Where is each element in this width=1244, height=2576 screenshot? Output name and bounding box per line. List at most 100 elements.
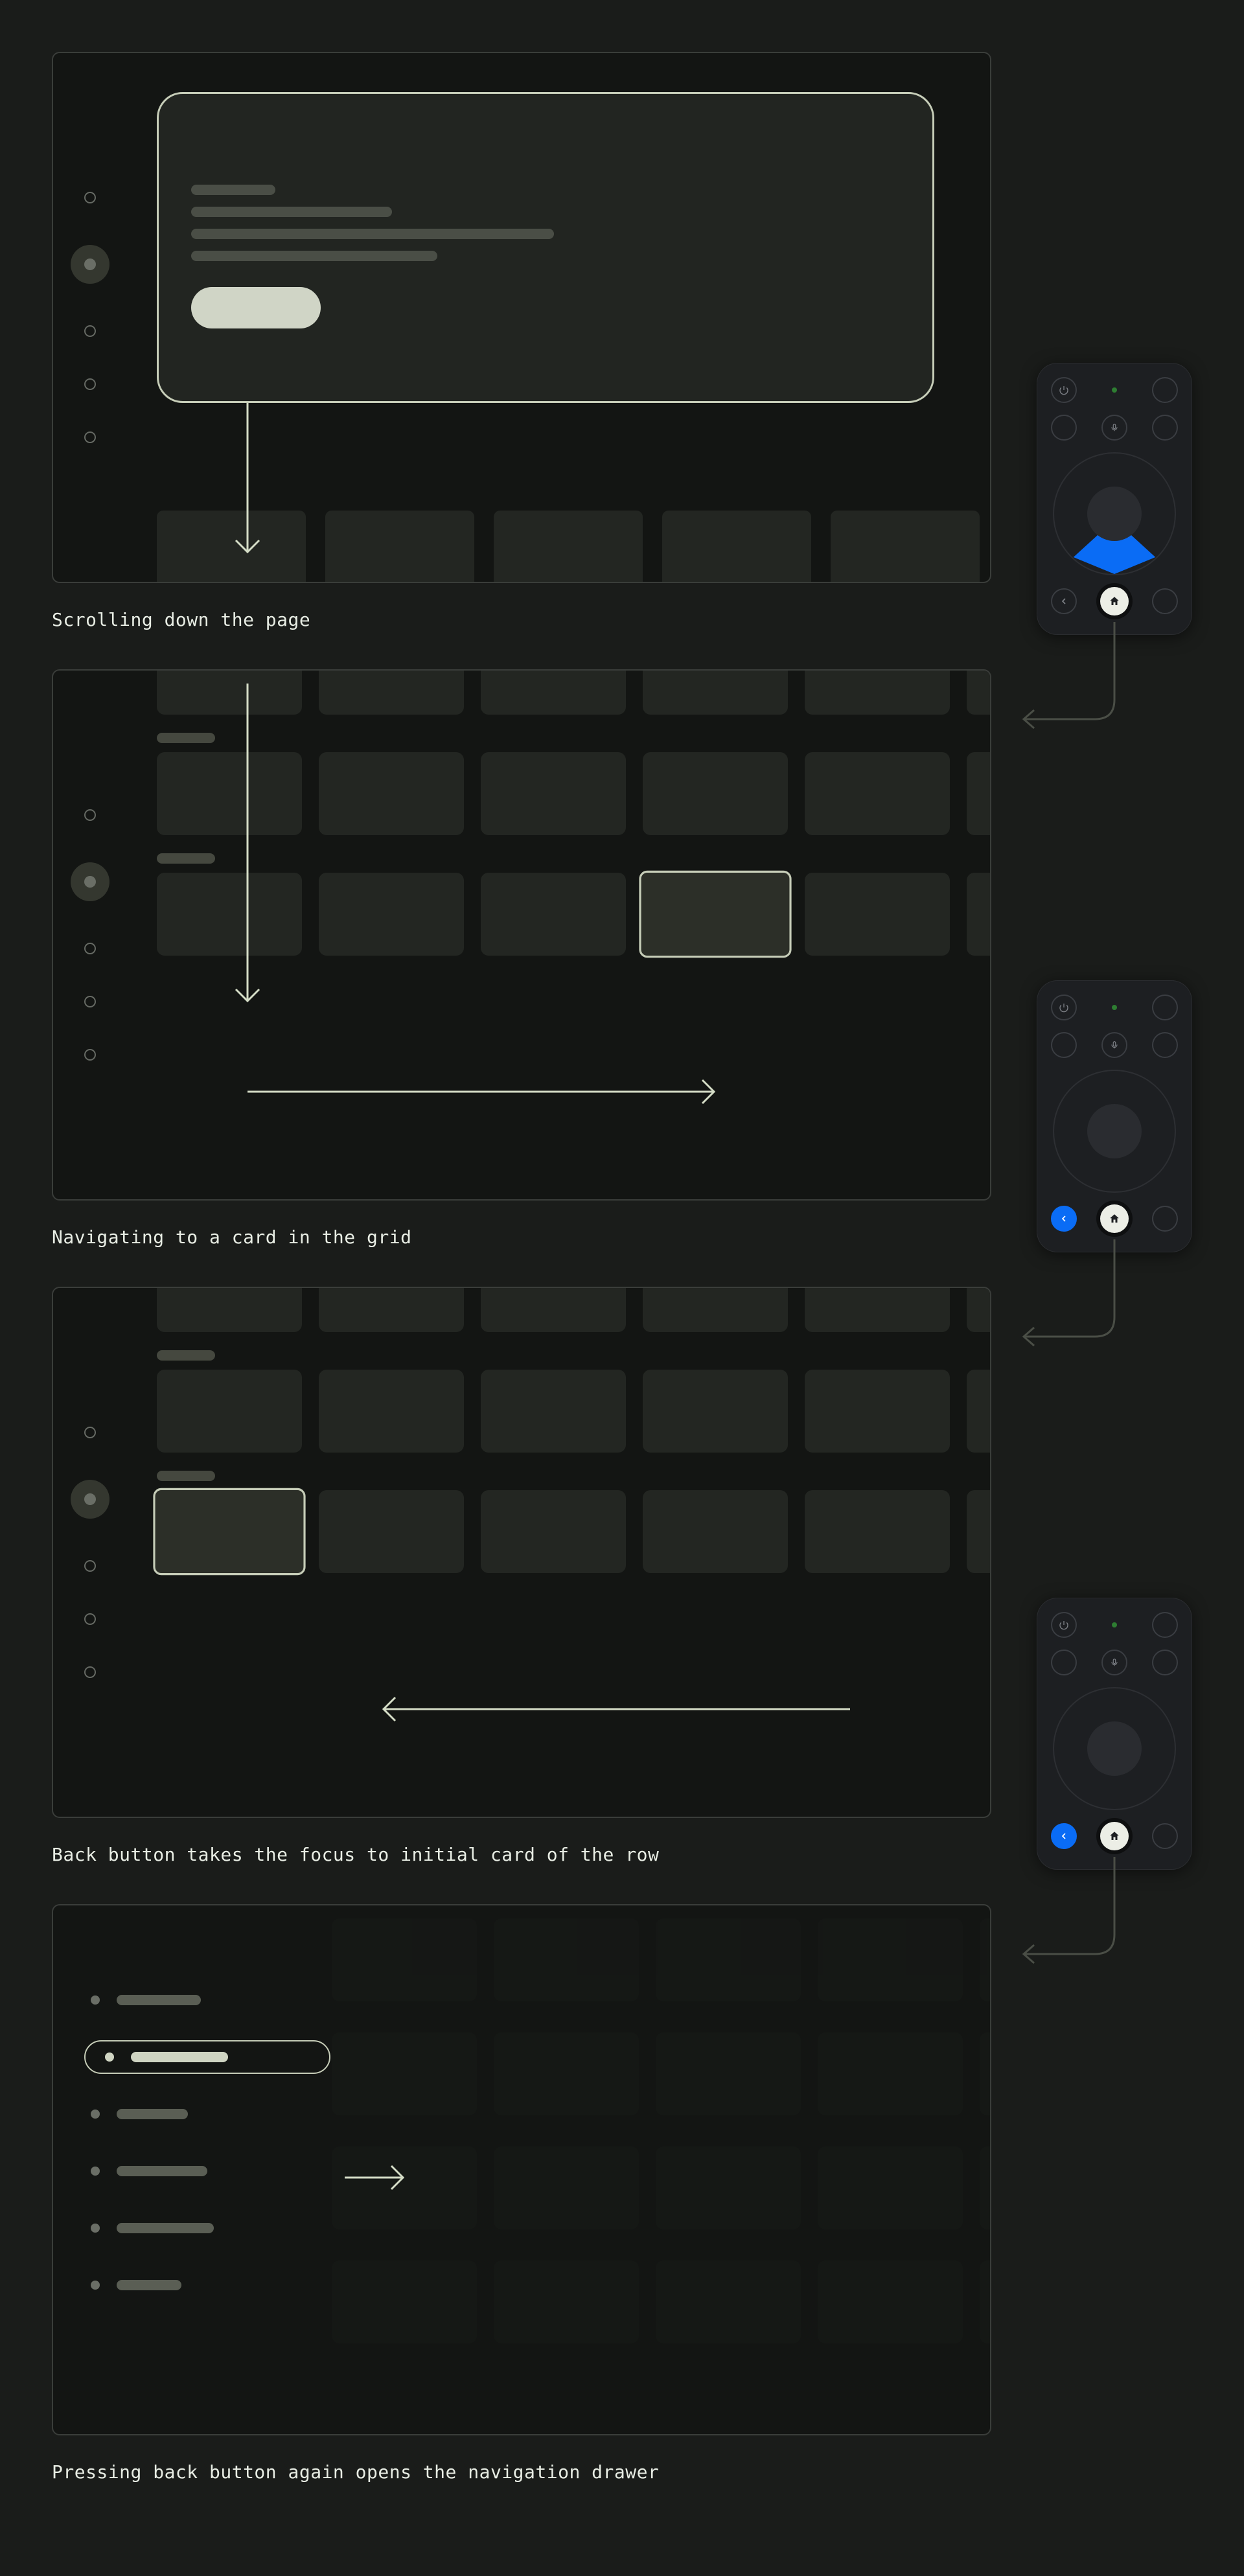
aux-button-right[interactable]	[1152, 1650, 1178, 1675]
power-button[interactable]	[1051, 377, 1077, 403]
content-card[interactable]	[805, 669, 950, 715]
content-card[interactable]	[481, 752, 626, 835]
aux-button-left[interactable]	[1051, 1032, 1077, 1058]
content-card[interactable]	[643, 752, 788, 835]
back-button[interactable]	[1051, 1206, 1077, 1232]
mic-button[interactable]	[1101, 1650, 1127, 1675]
drawer-item[interactable]	[84, 2211, 330, 2245]
drawer-item[interactable]	[84, 2154, 330, 2188]
content-card[interactable]	[481, 873, 626, 956]
nav-dot[interactable]	[84, 431, 96, 443]
content-card[interactable]	[481, 1287, 626, 1332]
dpad-select[interactable]	[1087, 1104, 1142, 1158]
drawer-item[interactable]	[84, 2097, 330, 2131]
nav-dot[interactable]	[84, 1427, 96, 1438]
nav-dot[interactable]	[84, 1560, 96, 1572]
content-card[interactable]	[481, 669, 626, 715]
nav-dot[interactable]	[71, 245, 109, 284]
thumb-card[interactable]	[831, 511, 980, 583]
menu-button[interactable]	[1152, 588, 1178, 614]
aux-button-right[interactable]	[1152, 1032, 1178, 1058]
power-button[interactable]	[1051, 995, 1077, 1020]
content-card[interactable]	[157, 669, 302, 715]
content-card[interactable]	[157, 752, 302, 835]
content-card[interactable]	[805, 1287, 950, 1332]
card-row	[157, 752, 991, 835]
hero-card[interactable]	[157, 92, 934, 403]
drawer-item[interactable]	[84, 2040, 330, 2074]
home-button[interactable]	[1100, 1822, 1129, 1850]
hero-cta-button[interactable]	[191, 287, 321, 328]
content-card[interactable]	[319, 873, 464, 956]
content-card[interactable]	[643, 669, 788, 715]
home-button[interactable]	[1100, 587, 1129, 615]
home-button[interactable]	[1100, 1204, 1129, 1233]
back-button[interactable]	[1051, 1823, 1077, 1849]
menu-button[interactable]	[1152, 1823, 1178, 1849]
content-card[interactable]	[805, 752, 950, 835]
content-card[interactable]	[319, 1370, 464, 1453]
content-card[interactable]	[643, 1370, 788, 1453]
content-card[interactable]	[805, 1370, 950, 1453]
content-card[interactable]	[157, 1370, 302, 1453]
content-card[interactable]	[967, 1490, 991, 1573]
dpad[interactable]	[1053, 1687, 1176, 1810]
mic-button[interactable]	[1101, 415, 1127, 441]
content-card[interactable]	[967, 873, 991, 956]
nav-dot[interactable]	[84, 192, 96, 203]
dpad[interactable]	[1053, 1070, 1176, 1193]
content-card[interactable]	[319, 752, 464, 835]
status-led	[1112, 1622, 1117, 1627]
aux-button-right[interactable]	[1152, 415, 1178, 441]
tv-screen	[52, 1287, 991, 1818]
nav-dot[interactable]	[84, 809, 96, 821]
nav-dot[interactable]	[84, 1049, 96, 1061]
row-heading	[157, 1471, 215, 1481]
dpad[interactable]	[1053, 452, 1176, 575]
content-card[interactable]	[319, 1287, 464, 1332]
thumb-card[interactable]	[325, 511, 474, 583]
nav-dot[interactable]	[71, 1480, 109, 1519]
settings-button[interactable]	[1152, 995, 1178, 1020]
nav-dot[interactable]	[84, 325, 96, 337]
menu-button[interactable]	[1152, 1206, 1178, 1232]
content-card[interactable]	[157, 1287, 302, 1332]
drawer-item[interactable]	[84, 2268, 330, 2302]
thumb-card[interactable]	[157, 511, 306, 583]
aux-button-left[interactable]	[1051, 1650, 1077, 1675]
content-card[interactable]	[153, 1488, 305, 1575]
content-card[interactable]	[643, 1287, 788, 1332]
settings-button[interactable]	[1152, 377, 1178, 403]
back-button[interactable]	[1051, 588, 1077, 614]
drawer-item[interactable]	[84, 1983, 330, 2017]
power-button[interactable]	[1051, 1612, 1077, 1638]
content-card[interactable]	[319, 1490, 464, 1573]
nav-dot[interactable]	[84, 943, 96, 954]
drawer-item-label	[117, 1995, 201, 2005]
content-card[interactable]	[805, 873, 950, 956]
nav-dot[interactable]	[71, 862, 109, 901]
content-card[interactable]	[967, 1287, 991, 1332]
settings-button[interactable]	[1152, 1612, 1178, 1638]
content-card[interactable]	[805, 1490, 950, 1573]
nav-dot[interactable]	[84, 1613, 96, 1625]
content-card[interactable]	[481, 1370, 626, 1453]
nav-dot[interactable]	[84, 1666, 96, 1678]
content-card[interactable]	[481, 1490, 626, 1573]
aux-button-left[interactable]	[1051, 415, 1077, 441]
content-card[interactable]	[319, 669, 464, 715]
nav-dot[interactable]	[84, 996, 96, 1007]
thumb-card[interactable]	[494, 511, 643, 583]
content-card[interactable]	[643, 1490, 788, 1573]
nav-dot[interactable]	[84, 378, 96, 390]
mic-button[interactable]	[1101, 1032, 1127, 1058]
dpad-select[interactable]	[1087, 1721, 1142, 1776]
content-card[interactable]	[967, 752, 991, 835]
thumb-card[interactable]	[662, 511, 811, 583]
content-card[interactable]	[967, 1370, 991, 1453]
content-card[interactable]	[639, 871, 791, 958]
content-card[interactable]	[967, 669, 991, 715]
content-card[interactable]	[157, 873, 302, 956]
dpad-select[interactable]	[1087, 487, 1142, 541]
drawer-item-icon	[91, 1995, 100, 2005]
